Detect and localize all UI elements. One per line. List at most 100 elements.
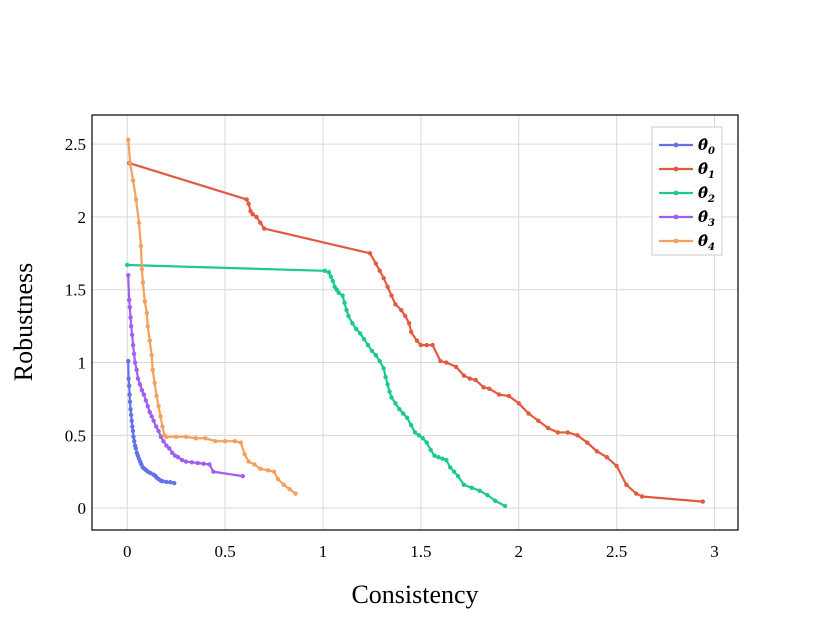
data-point: [238, 440, 243, 445]
data-point: [340, 293, 345, 298]
data-point: [408, 329, 414, 335]
data-point: [203, 436, 208, 441]
data-point: [287, 487, 292, 492]
data-point: [126, 383, 132, 389]
legend-label-base: θ̂: [698, 208, 708, 226]
legend-item: θ̂1: [659, 160, 715, 181]
data-point: [336, 290, 341, 295]
data-point: [126, 272, 131, 278]
data-point: [252, 462, 257, 467]
data-point: [634, 491, 639, 496]
data-point: [424, 440, 429, 445]
data-point: [131, 351, 137, 357]
data-point: [129, 332, 135, 338]
legend-swatch-marker: [673, 166, 679, 172]
data-point: [469, 485, 474, 490]
data-point: [418, 342, 424, 348]
data-point: [365, 342, 371, 348]
data-point: [412, 430, 418, 435]
data-point: [130, 424, 135, 429]
data-point: [328, 274, 334, 279]
data-point: [172, 480, 177, 486]
legend-label-subscript: 1: [708, 170, 715, 181]
data-point: [265, 468, 271, 473]
data-point: [137, 382, 143, 387]
data-point: [545, 425, 551, 431]
data-point: [132, 360, 138, 365]
data-point: [399, 307, 404, 313]
data-point: [127, 392, 132, 397]
data-point: [700, 499, 705, 504]
data-point: [639, 494, 645, 499]
data-point: [258, 220, 263, 225]
data-point: [168, 480, 173, 485]
data-point: [139, 267, 145, 272]
data-point: [156, 404, 161, 409]
data-point: [128, 323, 134, 329]
data-point: [160, 424, 165, 429]
data-point: [493, 498, 498, 504]
plot-frame: [91, 114, 739, 531]
data-point: [127, 305, 132, 310]
data-point: [183, 434, 189, 440]
data-point: [451, 469, 457, 474]
legend-label: θ̂0: [698, 136, 715, 157]
data-point: [126, 297, 132, 303]
data-point: [144, 310, 150, 316]
data-point: [142, 299, 148, 304]
legend-swatch-marker: [673, 238, 679, 244]
legend-label-base: θ̂: [698, 136, 708, 154]
data-point: [128, 406, 133, 412]
data-point: [461, 482, 467, 488]
series-3: [126, 272, 245, 479]
data-point: [575, 433, 580, 438]
data-point: [477, 488, 482, 493]
data-point: [262, 226, 267, 231]
series-4: [126, 137, 298, 496]
data-point: [183, 459, 189, 464]
data-point: [293, 491, 298, 496]
x-tick-labels: 0 0.5 1 1.5 2 2.5 3: [123, 542, 719, 561]
data-point: [385, 382, 390, 387]
data-point: [134, 367, 139, 373]
data-point: [381, 366, 386, 371]
data-point: [232, 438, 238, 444]
data-point: [473, 377, 478, 383]
data-point: [481, 385, 486, 390]
data-point: [389, 293, 394, 298]
legend-label: θ̂3: [698, 208, 715, 229]
plot-background: [92, 115, 738, 530]
data-point: [213, 438, 218, 444]
data-point: [130, 342, 136, 348]
data-point: [281, 482, 287, 488]
data-point: [624, 482, 629, 488]
data-point: [393, 302, 398, 307]
y-tick-label: 1.5: [65, 281, 86, 300]
y-tick-labels: 0 0.5 1 1.5 2 2.5: [65, 135, 86, 518]
data-point: [424, 342, 429, 348]
series-2: [125, 262, 508, 509]
data-point: [416, 433, 422, 438]
data-point: [594, 449, 600, 454]
data-point: [244, 197, 249, 202]
data-point: [126, 137, 131, 142]
data-point: [135, 376, 141, 381]
grid: [92, 115, 738, 530]
legend-swatch-marker: [673, 214, 679, 220]
x-tick-label: 3: [710, 542, 719, 561]
data-point: [604, 454, 610, 460]
data-point: [127, 399, 133, 405]
data-point: [161, 438, 166, 444]
data-point: [128, 315, 133, 320]
data-point: [565, 430, 570, 435]
data-point: [147, 338, 152, 343]
data-point: [414, 338, 420, 343]
data-point: [389, 395, 394, 400]
data-point: [125, 262, 130, 268]
data-point: [128, 412, 134, 418]
data-point: [131, 434, 136, 440]
data-point: [141, 392, 147, 397]
data-point: [453, 364, 459, 370]
data-point: [487, 386, 492, 391]
